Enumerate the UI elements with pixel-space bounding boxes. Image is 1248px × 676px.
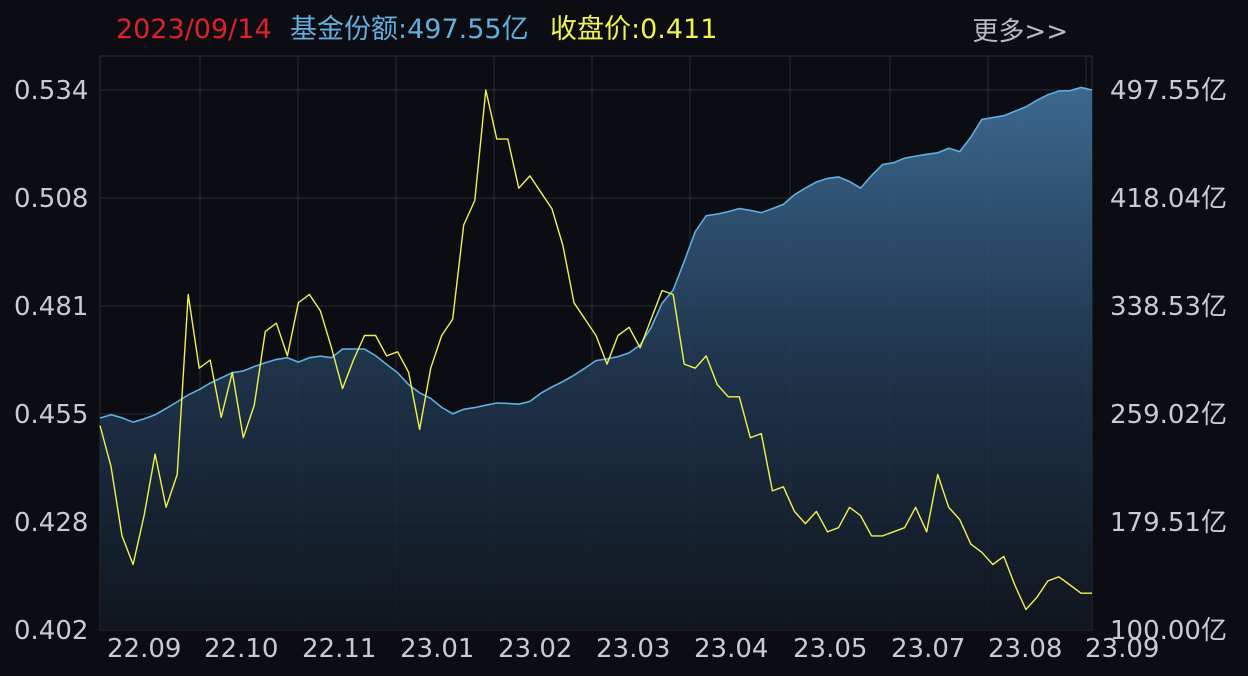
x-axis-tick-label: 23.07: [891, 634, 965, 664]
left-axis-tick-label: 0.508: [14, 184, 88, 214]
close-price-legend: 收盘价:0.411: [550, 14, 718, 45]
fund-share-area-layer: [99, 86, 1093, 630]
x-date-axis: 22.09 22.10 22.11 23.01 23.02 23.03 23.04 23.05…: [107, 634, 1159, 664]
fund-share-legend: 基金份额:497.55亿: [290, 14, 529, 45]
right-share-axis: 497.55亿 418.04亿 338.53亿 259.02亿 179.51亿 100.0…: [1110, 76, 1227, 646]
left-axis-tick-label: 0.481: [14, 292, 88, 322]
x-axis-tick-label: 23.03: [596, 634, 670, 664]
left-axis-tick-label: 0.534: [14, 76, 88, 106]
x-axis-tick-label: 23.09: [1085, 634, 1159, 664]
x-axis-tick-label: 23.02: [498, 634, 572, 664]
x-axis-tick-label: 23.04: [694, 634, 768, 664]
fund-share-area: [100, 87, 1092, 630]
right-axis-tick-label: 418.04亿: [1110, 184, 1227, 214]
fund-share-line: [99, 86, 1093, 424]
x-axis-tick-label: 23.01: [400, 634, 474, 664]
date-label: 2023/09/14: [116, 14, 272, 45]
right-axis-tick-label: 179.51亿: [1110, 508, 1227, 538]
more-link[interactable]: 更多>>: [972, 17, 1068, 47]
x-axis-tick-label: 22.09: [107, 634, 181, 664]
left-price-axis: 0.534 0.508 0.481 0.455 0.428 0.402: [14, 76, 88, 646]
close-price-line-layer: [99, 89, 1092, 611]
close-price-line: [99, 89, 1092, 611]
right-axis-tick-label: 100.00亿: [1110, 616, 1227, 646]
right-axis-tick-label: 338.53亿: [1110, 292, 1227, 322]
left-axis-tick-label: 0.428: [14, 508, 88, 538]
x-axis-tick-label: 23.08: [988, 634, 1062, 664]
x-axis-tick-label: 22.11: [302, 634, 376, 664]
right-axis-tick-label: 497.55亿: [1110, 76, 1227, 106]
chart-header: 2023/09/14 基金份额:497.55亿 收盘价:0.411 更多>>: [0, 0, 1248, 56]
right-axis-tick-label: 259.02亿: [1110, 400, 1227, 430]
x-axis-tick-label: 22.10: [204, 634, 278, 664]
x-axis-tick-label: 23.05: [793, 634, 867, 664]
left-axis-tick-label: 0.455: [14, 400, 88, 430]
left-axis-tick-label: 0.402: [14, 616, 88, 646]
